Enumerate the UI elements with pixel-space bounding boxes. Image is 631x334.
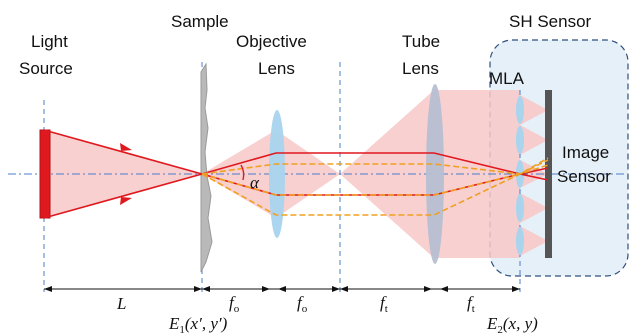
dim-L-label: L [116, 294, 126, 313]
tube-lens [426, 84, 444, 264]
light-source-label-line2: Source [19, 59, 73, 78]
dimension-arrowheads [44, 286, 520, 292]
objective-label-line1: Objective [236, 32, 307, 51]
mla-lenslet-4 [516, 194, 524, 222]
image-sensor-label-line2: Sensor [557, 167, 611, 186]
mla-lenslet-2 [516, 126, 524, 154]
objective-label-line2: Lens [258, 59, 295, 78]
ray-arrowhead-upper [120, 143, 132, 151]
light-source-label-line1: Light [31, 32, 68, 51]
mla-lenslet-1 [516, 96, 524, 124]
beam-mla-to-sensor-3 [520, 160, 548, 188]
sample-label: Sample [171, 12, 229, 31]
image-sensor-label-line1: Image [562, 143, 609, 162]
beam-mla-to-sensor-1 [520, 95, 548, 125]
beam-mla-to-sensor-4 [520, 193, 548, 223]
sample-shape [200, 62, 213, 273]
objective-lens [269, 110, 285, 238]
mla-label: MLA [489, 69, 525, 88]
image-sensor-bar [545, 90, 552, 258]
ray-arrowhead-lower [120, 197, 132, 205]
light-source-bar [39, 129, 51, 219]
mla-lenslet-5 [516, 227, 524, 255]
angle-label: α [250, 173, 260, 192]
dashed-rays [201, 157, 549, 216]
dim-ft-1-label: ft [380, 293, 388, 315]
tube-lens-label-line2: Lens [402, 59, 439, 78]
angle-arc [240, 164, 245, 181]
sh-sensor-label: SH Sensor [509, 12, 592, 31]
plane-e1-label: E1(x′, y′) [168, 314, 228, 334]
beam-mla-to-sensor-2 [520, 125, 548, 155]
plane-e2-label: E2(x, y) [486, 314, 538, 334]
tube-lens-label-line1: Tube [402, 32, 440, 51]
dim-ft-2-label: ft [467, 293, 475, 315]
dim-fo-2-label: fo [297, 293, 308, 315]
beam-mla-to-sensor-5 [520, 226, 548, 256]
dim-fo-1-label: fo [229, 293, 240, 315]
